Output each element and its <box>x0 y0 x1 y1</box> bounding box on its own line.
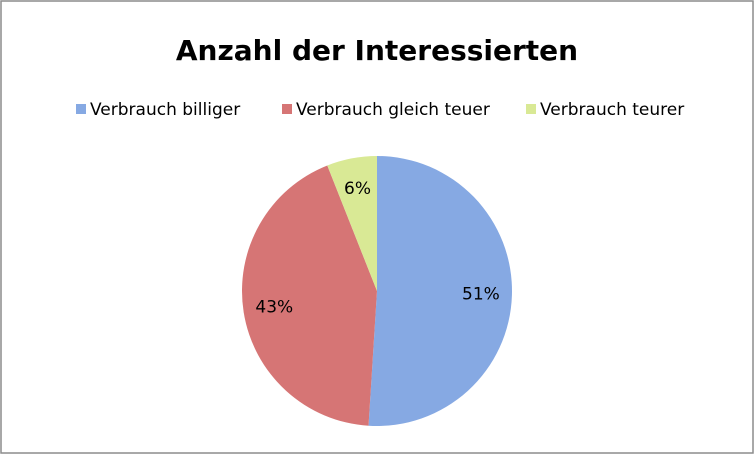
legend-swatch <box>76 104 86 114</box>
pie-slice <box>368 156 512 426</box>
legend-label: Verbrauch teurer <box>540 100 684 120</box>
chart-title: Anzahl der Interessierten <box>176 34 578 67</box>
legend-swatch <box>282 104 292 114</box>
pie-slice <box>327 156 377 291</box>
data-label: 43% <box>255 297 293 317</box>
legend-label: Verbrauch billiger <box>90 100 240 120</box>
data-label: 51% <box>462 284 500 304</box>
legend-label: Verbrauch gleich teuer <box>296 100 490 120</box>
pie-slice <box>242 165 377 426</box>
data-label: 6% <box>344 179 371 199</box>
legend-swatch <box>526 104 536 114</box>
